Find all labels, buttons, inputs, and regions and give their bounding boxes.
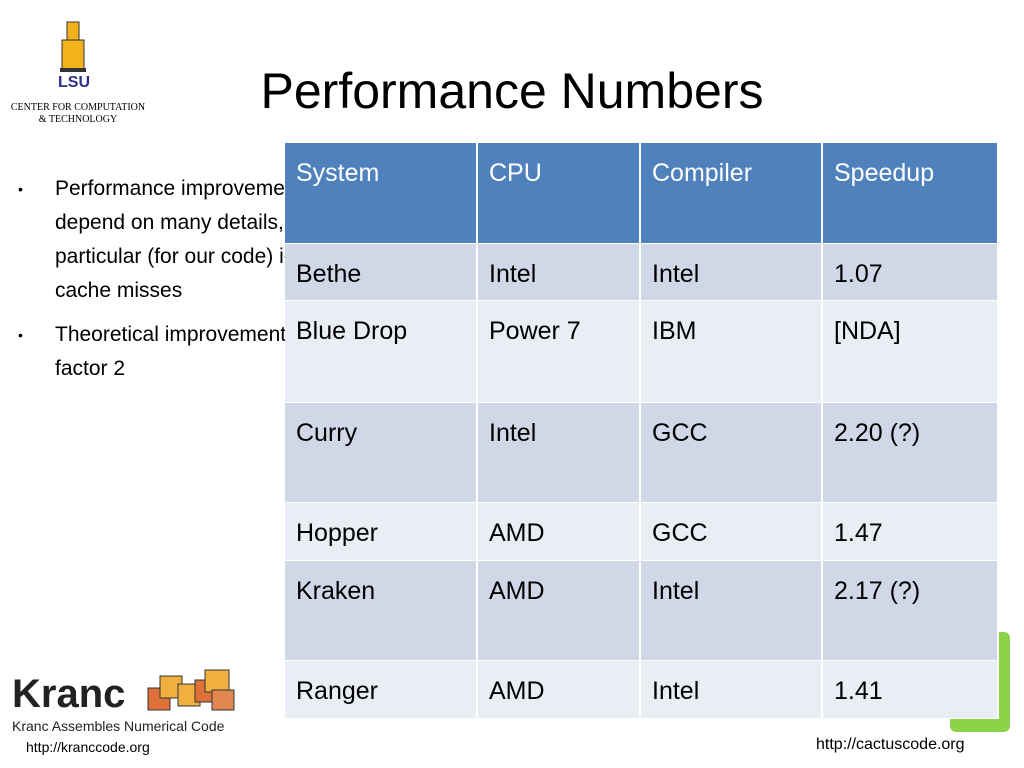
- url: http://cactuscode.org: [816, 736, 965, 753]
- table-cell: Curry: [285, 402, 478, 503]
- table-cell: 1.47: [822, 502, 999, 561]
- table-row: Kraken AMD Intel 2.17 (?): [285, 560, 999, 661]
- kranc-tagline: Kranc Assembles Numerical Code: [12, 718, 225, 734]
- table-cell: Intel: [477, 402, 641, 503]
- header-cell: CPU: [477, 143, 641, 244]
- table-cell: GCC: [640, 502, 823, 561]
- bullet: Performance improvements depend on many …: [18, 172, 318, 308]
- bullet: Theoretical improvement: factor 2: [18, 318, 318, 386]
- table-cell: 1.41: [822, 660, 999, 719]
- table-cell: 2.17 (?): [822, 560, 999, 661]
- table-cell: 2.20 (?): [822, 402, 999, 503]
- header-cell: System: [285, 143, 478, 244]
- table-cell: 1.07: [822, 243, 999, 301]
- kranc-cubes: [147, 669, 235, 711]
- table-cell: Power 7: [477, 300, 641, 403]
- logo-line: CENTER FOR COMPUTATION: [10, 102, 146, 113]
- table-cell: Ranger: [285, 660, 478, 719]
- table-cell: AMD: [477, 660, 641, 719]
- table-cell: GCC: [640, 402, 823, 503]
- table-cell: AMD: [477, 560, 641, 661]
- tower-top: [66, 21, 80, 41]
- table-cell: Bethe: [285, 243, 478, 301]
- table-cell: Intel: [477, 243, 641, 301]
- url: http://kranccode.org: [26, 739, 150, 755]
- table-cell: Blue Drop: [285, 300, 478, 403]
- logo-name: LSU: [58, 74, 90, 91]
- table-row: Bethe Intel Intel 1.07: [285, 243, 999, 301]
- table-cell: Intel: [640, 660, 823, 719]
- table-cell: IBM: [640, 300, 823, 403]
- kranc-logo: Kranc: [12, 672, 126, 716]
- header-cell: Compiler: [640, 143, 823, 244]
- title: Performance Numbers: [260, 63, 764, 119]
- table-cell: AMD: [477, 502, 641, 561]
- table-cell: Kraken: [285, 560, 478, 661]
- tower-base: [60, 68, 86, 72]
- table-row: Ranger AMD Intel 1.41: [285, 660, 999, 719]
- header-cell: Speedup: [822, 143, 999, 244]
- table-row: Hopper AMD GCC 1.47: [285, 502, 999, 561]
- table: System CPU Compiler Speedup Bethe Intel Intel 1…: [285, 143, 999, 719]
- logo-line: & TECHNOLOGY: [38, 114, 118, 125]
- table-cell: Hopper: [285, 502, 478, 561]
- bullet-list: Performance improvements depend on many …: [18, 172, 318, 396]
- table-cell: Intel: [640, 560, 823, 661]
- table-cell: [NDA]: [822, 300, 999, 403]
- table-cell: Intel: [640, 243, 823, 301]
- header-row: System CPU Compiler Speedup: [285, 143, 999, 244]
- table-row: Curry Intel GCC 2.20 (?): [285, 402, 999, 503]
- table-row: Blue Drop Power 7 IBM [NDA]: [285, 300, 999, 403]
